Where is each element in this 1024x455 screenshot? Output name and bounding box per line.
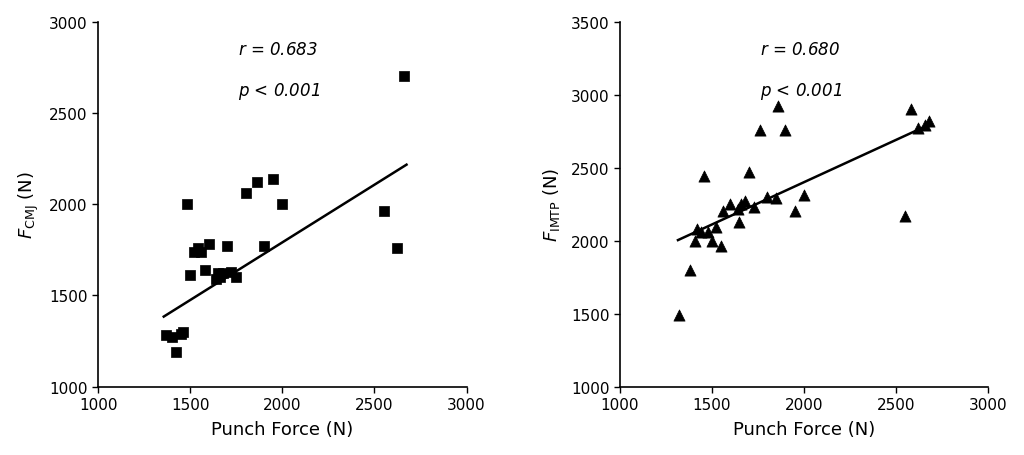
Point [729,205,745,212]
Point [197,267,213,274]
Point [703,238,720,245]
Y-axis label: $F_\mathregular{IMTP}$ (N): $F_\mathregular{IMTP}$ (N) [542,167,562,242]
Point [228,274,245,281]
Point [175,329,191,336]
Point [388,245,404,252]
Point [918,122,934,130]
Point [687,238,703,245]
Point [219,243,236,250]
Point [696,173,713,181]
Point [671,312,687,319]
Point [167,349,183,356]
Point [178,201,195,208]
Y-axis label: $F_\mathregular{CMJ}$ (N): $F_\mathregular{CMJ}$ (N) [16,171,41,238]
Point [158,332,174,339]
Point [249,179,265,187]
Point [708,224,724,232]
Point [173,330,189,338]
Point [201,241,217,248]
Point [256,243,272,250]
Point [777,127,794,134]
Point [274,201,291,208]
Point [222,268,239,276]
Text: $p$ < 0.001: $p$ < 0.001 [239,81,321,102]
Point [194,248,210,256]
Point [689,226,706,233]
Point [395,74,412,81]
Point [238,190,254,197]
Point [700,229,717,236]
Point [692,229,709,236]
Point [745,204,762,211]
Point [731,218,748,226]
Point [212,274,228,281]
Point [737,198,754,205]
Point [770,103,786,111]
Point [182,272,199,279]
Point [786,208,803,216]
Point [902,106,919,114]
Point [210,270,226,278]
Point [715,208,731,216]
Point [189,245,206,252]
Text: $r$ = 0.683: $r$ = 0.683 [239,41,318,59]
Point [897,212,913,220]
Point [722,201,738,208]
X-axis label: Punch Force (N): Punch Force (N) [733,420,876,438]
Point [713,243,729,251]
Point [759,194,775,201]
Point [752,127,768,134]
Point [796,192,812,200]
Point [185,248,202,256]
X-axis label: Punch Force (N): Punch Force (N) [211,420,353,438]
Point [733,201,750,208]
Point [376,208,392,216]
Point [208,276,224,283]
Point [682,267,698,274]
Point [768,195,784,202]
Text: $p$ < 0.001: $p$ < 0.001 [760,81,842,102]
Point [265,176,282,183]
Point [740,169,757,176]
Point [921,118,937,125]
Point [910,125,927,132]
Point [215,270,231,278]
Text: $r$ = 0.680: $r$ = 0.680 [760,41,840,59]
Point [164,334,180,341]
